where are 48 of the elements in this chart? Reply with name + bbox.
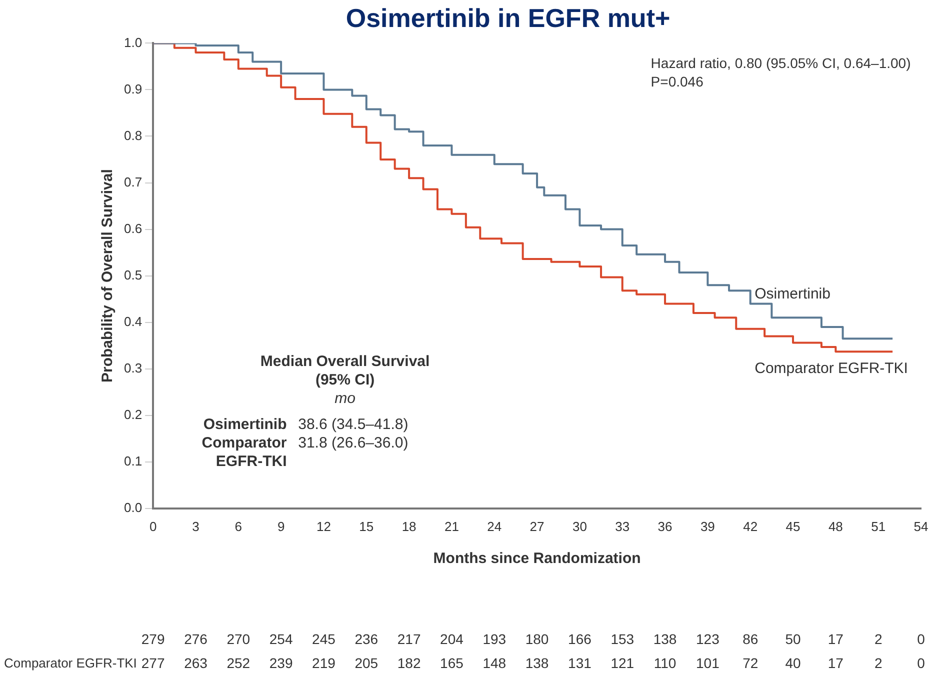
x-tick-label: 33 [615,518,630,534]
y-tick-label: 0.7 [124,174,142,190]
annotation: (95% CI) [315,372,375,389]
y-tick-label: 0.5 [124,267,142,282]
x-tick-label: 30 [572,518,587,534]
y-axis-title: Probability of Overall Survival [99,169,116,383]
x-tick-label: 6 [234,518,242,534]
x-tick-label: 9 [277,518,285,534]
x-tick-label: 42 [743,518,758,534]
series-label: Osimertinib [754,286,830,303]
x-tick-label: 24 [487,518,502,534]
x-tick-label: 36 [658,518,672,534]
text: Comparator EGFR-TKI [4,656,137,671]
x-tick-label: 39 [700,518,715,534]
x-tick-label: 12 [316,518,331,534]
y-tick-label: 1.0 [124,34,142,50]
annotation: P=0.046 [650,74,704,90]
chart-title: Osimertinib in EGFR mut+ [346,2,670,33]
annotation: 38.6 (34.5–41.8) [298,416,408,433]
x-tick-label: 48 [828,518,843,534]
annotation: mo [334,390,356,408]
x-tick-label: 15 [359,518,374,534]
annotation: Hazard ratio, 0.80 (95.05% CI, 0.64–1.00) [650,54,911,71]
x-tick-label: 0 [149,518,157,534]
text: 279 276 270 254 245 236 217 204 193 180 166 153 138 123 86 50 17 2 0 [141,630,925,647]
x-tick-label: 18 [402,518,416,534]
y-tick-label: 0.4 [124,314,142,329]
x-tick-label: 21 [444,518,459,534]
x-tick-label: 54 [914,518,928,534]
x-axis-title: Months since Randomization [433,550,641,568]
y-tick-label: 0.1 [124,453,142,468]
y-tick-label: 0.9 [124,81,142,96]
y-tick-label: 0.3 [124,360,142,376]
annotation: 31.8 (26.6–36.0) [298,434,408,452]
annotation: Comparator [202,434,287,452]
y-tick-label: 0.8 [124,128,142,143]
y-tick-label: 0.2 [124,406,142,422]
annotation: Osimertinib [203,416,287,433]
x-tick-label: 45 [786,518,800,534]
x-tick-label: 27 [530,518,544,534]
x-tick-label: 51 [871,518,886,534]
series-label: Comparator EGFR-TKI [754,360,908,377]
x-tick-label: 3 [192,518,200,534]
y-tick-label: 0.6 [124,220,142,236]
annotation: EGFR-TKI [216,453,287,470]
y-tick-label: 0.0 [124,500,142,515]
text: 277 263 252 239 219 205 182 165 148 138 131 121 110 101 72 40 17 2 0 [141,654,925,671]
annotation: Median Overall Survival [260,353,430,370]
